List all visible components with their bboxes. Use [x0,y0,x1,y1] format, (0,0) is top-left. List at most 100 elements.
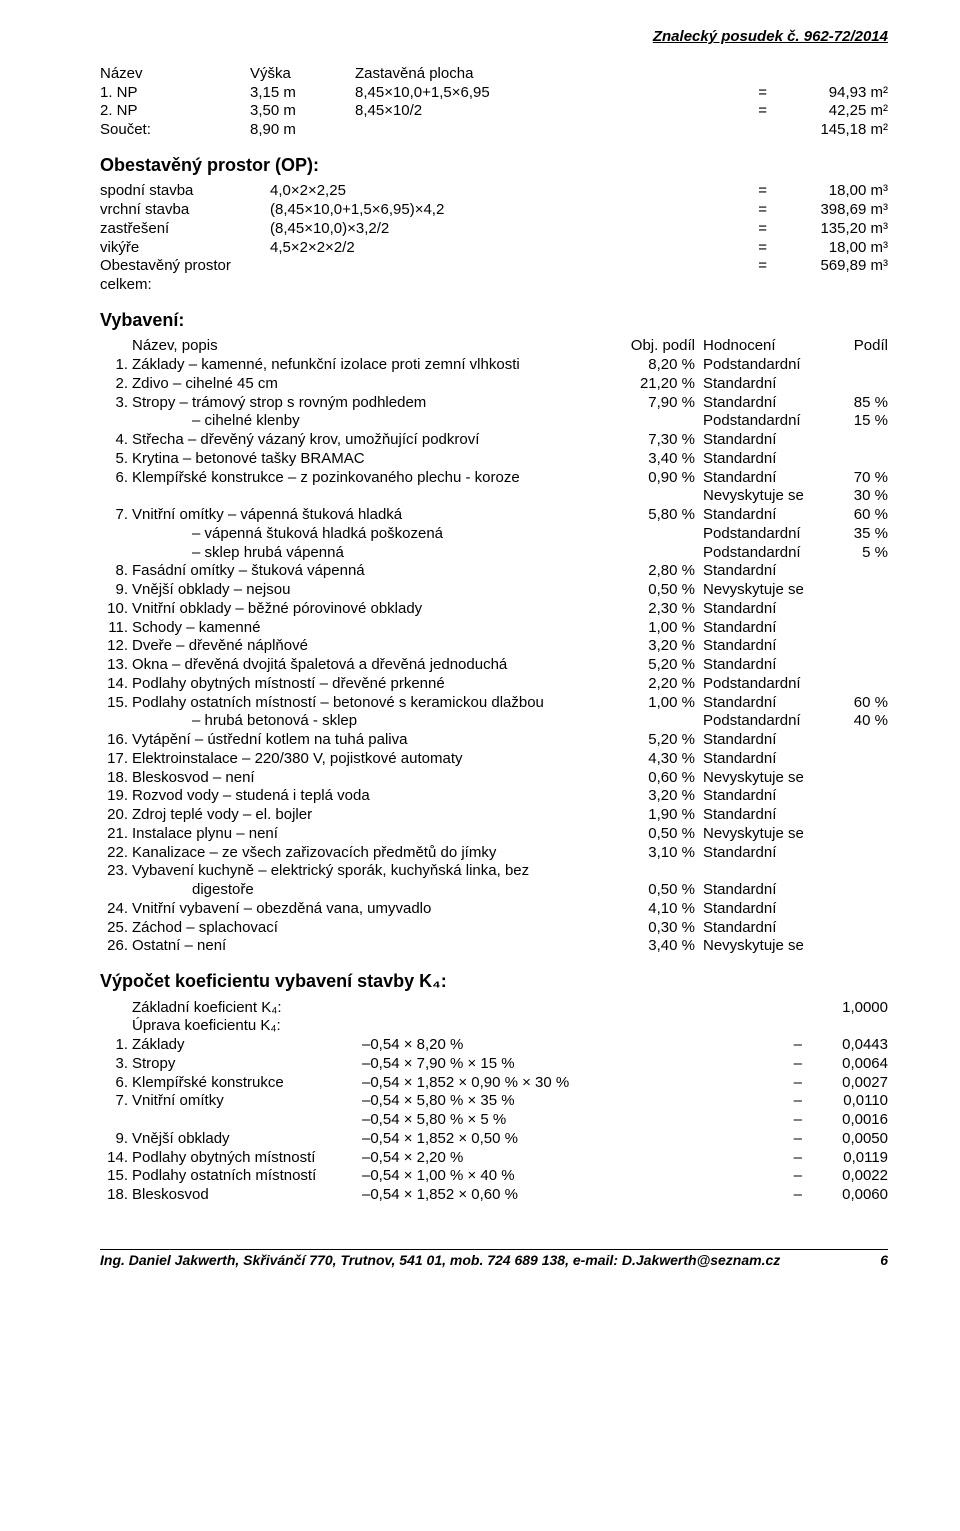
vyb-rat: Nevyskytuje se [703,825,833,844]
vyb-text: Vybavení kuchyně – elektrický sporák, ku… [132,862,625,881]
k4-text: Klempířské konstrukce [132,1074,362,1093]
dims-height: 8,90 m [250,121,355,140]
k4-expr: –0,54 × 5,80 % × 35 % [362,1092,772,1111]
vyb-row: 9.Vnější obklady – nejsou0,50 %Nevyskytu… [100,581,888,600]
vyb-rat: Standardní [703,431,833,450]
page: Znalecký posudek č. 962-72/2014 Název Vý… [0,0,960,1531]
k4-row: 3.Stropy–0,54 × 7,90 % × 15 %–0,0064 [100,1055,888,1074]
vyb-row: 24.Vnitřní vybavení – obezděná vana, umy… [100,900,888,919]
k4-base-val: 1,0000 [808,999,888,1018]
vyb-col-name: Název, popis [132,337,625,356]
k4-num: 6. [100,1074,132,1093]
dims-eq: = [737,84,773,103]
vyb-num: 5. [100,450,132,469]
vyb-pct: 0,90 % [625,469,703,488]
vyb-share [833,600,888,619]
op-val: 398,69 m³ [773,201,888,220]
vyb-rat: Standardní [703,656,833,675]
k4-text: Podlahy ostatních místností [132,1167,362,1186]
dims-val: 42,25 m² [773,102,888,121]
k4-expr: –0,54 × 8,20 % [362,1036,772,1055]
vyb-sub-share: 35 % [833,525,888,544]
k4-num: 18. [100,1186,132,1205]
vyb-pct: 0,30 % [625,919,703,938]
k4-text: Stropy [132,1055,362,1074]
k4-val: 0,0050 [808,1130,888,1149]
dims-name: 2. NP [100,102,250,121]
vyb-sub-text: – sklep hrubá vápenná [132,544,625,563]
vyb-row: 5.Krytina – betonové tašky BRAMAC3,40 %S… [100,450,888,469]
op-expr: 4,0×2×2,25 [270,182,737,201]
dims-col-expr: Zastavěná plocha [355,65,737,84]
vyb-num: 9. [100,581,132,600]
k4-num: 9. [100,1130,132,1149]
vyb-text: Záchod – splachovací [132,919,625,938]
k4-val: 0,0110 [808,1092,888,1111]
vyb-num: 11. [100,619,132,638]
vyb-num: 10. [100,600,132,619]
vyb-pct: 3,10 % [625,844,703,863]
vyb-text: Podlahy obytných místností – dřevěné prk… [132,675,625,694]
vyb-subrow: – hrubá betonová - sklepPodstandardní40 … [100,712,888,731]
vyb-row: 12.Dveře – dřevěné náplňové3,20 %Standar… [100,637,888,656]
vyb-rat: Standardní [703,787,833,806]
op-eq: = [737,257,773,295]
op-eq: = [737,182,773,201]
vyb-subrow: – vápenná štuková hladká poškozenáPodsta… [100,525,888,544]
vyb-sub-text: – vápenná štuková hladká poškozená [132,525,625,544]
op-name: Obestavěný prostor celkem: [100,257,270,295]
vyb-text: Fasádní omítky – štuková vápenná [132,562,625,581]
vyb-row: 11.Schody – kamenné1,00 %Standardní [100,619,888,638]
op-row: vikýře4,5×2×2×2/2=18,00 m³ [100,239,888,258]
vyb-num: 14. [100,675,132,694]
k4-expr: –0,54 × 5,80 % × 5 % [362,1111,772,1130]
vyb-rat: Standardní [703,394,833,413]
vyb-sub-rat: Podstandardní [703,544,833,563]
vyb-sub-text: – cihelné klenby [132,412,625,431]
op-expr: (8,45×10,0)×3,2/2 [270,220,737,239]
vyb-share [833,656,888,675]
vyb-num: 2. [100,375,132,394]
vyb-num: 8. [100,562,132,581]
vyb-rat: Nevyskytuje se [703,769,833,788]
vyb-rat: Standardní [703,731,833,750]
vyb-share: 85 % [833,394,888,413]
vyb-text: Instalace plynu – není [132,825,625,844]
k4-expr: –0,54 × 1,852 × 0,60 % [362,1186,772,1205]
footer: Ing. Daniel Jakwerth, Skřivánčí 770, Tru… [100,1252,888,1270]
k4-text: Bleskosvod [132,1186,362,1205]
vyb-rat [703,862,833,881]
vyb-text: Schody – kamenné [132,619,625,638]
op-row: zastřešení(8,45×10,0)×3,2/2=135,20 m³ [100,220,888,239]
k4-val: 0,0119 [808,1149,888,1168]
vyb-pct: 1,00 % [625,619,703,638]
vyb-pct: 2,20 % [625,675,703,694]
vyb-share [833,675,888,694]
dims-height: 3,50 m [250,102,355,121]
k4-dash: – [772,1074,808,1093]
vyb-sub-pct [625,525,703,544]
dims-row: 1. NP3,15 m8,45×10,0+1,5×6,95=94,93 m² [100,84,888,103]
vyb-rat: Podstandardní [703,356,833,375]
op-eq: = [737,239,773,258]
vyb-rat: Standardní [703,919,833,938]
k4-row: 6.Klempířské konstrukce–0,54 × 1,852 × 0… [100,1074,888,1093]
vyb-pct: 3,20 % [625,787,703,806]
vyb-pct: 0,50 % [625,581,703,600]
vyb-sub-rat: Standardní [703,881,833,900]
k4-dash: – [772,1055,808,1074]
vyb-text: Střecha – dřevěný vázaný krov, umožňujíc… [132,431,625,450]
vyb-pct: 7,90 % [625,394,703,413]
vyb-text: Vnější obklady – nejsou [132,581,625,600]
dims-height: 3,15 m [250,84,355,103]
k4-expr: –0,54 × 7,90 % × 15 % [362,1055,772,1074]
k4-dash: – [772,1167,808,1186]
vyb-text: Bleskosvod – není [132,769,625,788]
vyb-num: 20. [100,806,132,825]
vyb-row: 17.Elektroinstalace – 220/380 V, pojistk… [100,750,888,769]
vyb-text: Vnitřní vybavení – obezděná vana, umyvad… [132,900,625,919]
vyb-share: 60 % [833,694,888,713]
vyb-rat: Standardní [703,844,833,863]
vyb-num: 7. [100,506,132,525]
vyb-share [833,562,888,581]
